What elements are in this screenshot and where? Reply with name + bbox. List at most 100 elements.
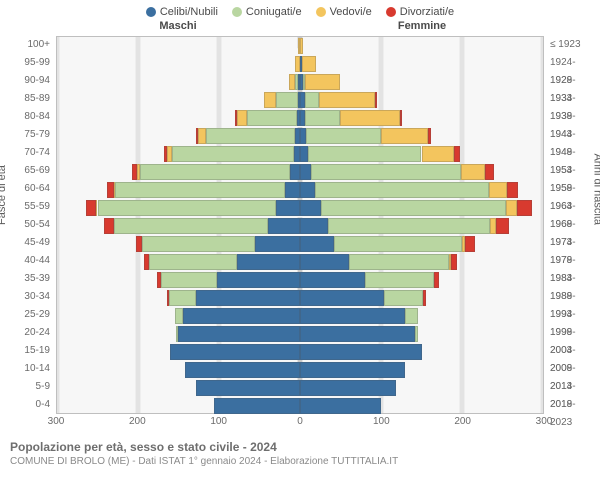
legend-item: Celibi/Nubili [146,6,218,18]
bar-segment [496,218,509,234]
bar-segment [217,272,300,288]
bar-segment [321,200,506,216]
pyramid-row [57,289,543,307]
bar-segment [164,146,167,162]
legend: Celibi/NubiliConiugati/eVedovi/eDivorzia… [0,0,600,20]
bar-segment [198,128,206,144]
bar-segment [177,326,179,342]
bar-segment [365,272,435,288]
female-half [300,73,543,91]
male-half [57,55,300,73]
bar-segment [142,236,255,252]
bar-segment [454,146,460,162]
bar-segment [290,164,300,180]
female-half [300,37,543,55]
male-half [57,235,300,253]
male-half [57,343,300,361]
pyramid-row [57,91,543,109]
year-label: 1989-1993 [546,288,600,306]
legend-label: Celibi/Nubili [160,6,218,18]
age-label: 20-24 [0,324,54,342]
bar-segment [300,236,334,252]
year-label: 1999-2003 [546,324,600,342]
age-label: 10-14 [0,360,54,378]
age-label: 95-99 [0,54,54,72]
male-half [57,37,300,55]
bar-segment [315,182,489,198]
bar-segment [206,128,295,144]
bar-segment [196,290,300,306]
bar-segment [349,254,449,270]
year-label: 2009-2013 [546,360,600,378]
y-axis-left-title: Fasce di età [0,165,8,225]
x-tick: 200 [129,416,146,427]
bar-segment [381,128,428,144]
female-half [300,199,543,217]
bar-segment [167,290,169,306]
female-half [300,181,543,199]
year-label: 2019-2023 [546,396,600,414]
bar-segment [489,182,507,198]
bar-segment [300,362,405,378]
x-tick: 200 [454,416,471,427]
bar-segment [115,182,285,198]
pyramid-row [57,235,543,253]
bar-segment [268,218,300,234]
column-headers: Maschi Femmine [0,20,600,36]
age-label: 25-29 [0,306,54,324]
bar-segment [300,290,384,306]
bar-segment [340,110,400,126]
bar-segment [451,254,457,270]
age-label: 55-59 [0,198,54,216]
bar-segment [400,110,402,126]
year-label: 1974-1978 [546,234,600,252]
bar-segment [300,344,422,360]
bar-segment [490,218,496,234]
pyramid-row [57,55,543,73]
bar-segment [140,164,290,180]
pyramid-row [57,163,543,181]
legend-swatch [232,7,242,17]
age-label: 45-49 [0,234,54,252]
bar-segment [179,326,301,342]
female-half [300,91,543,109]
male-half [57,325,300,343]
chart-area: 100+95-9990-9485-8980-8475-7970-7465-696… [0,36,600,414]
female-half [300,217,543,235]
bar-segment [132,164,137,180]
legend-label: Vedovi/e [330,6,372,18]
male-half [57,181,300,199]
year-label: 1924-1928 [546,54,600,72]
bar-segment [461,164,485,180]
bar-segment [161,272,218,288]
female-half [300,127,543,145]
bar-segment [295,74,298,90]
female-half [300,289,543,307]
bar-segment [183,308,300,324]
age-label: 65-69 [0,162,54,180]
bar-segment [237,110,247,126]
bar-segment [289,74,295,90]
pyramid-row [57,397,543,415]
male-half [57,253,300,271]
pyramid-row [57,343,543,361]
male-half [57,199,300,217]
x-tick: 0 [297,416,303,427]
bar-segment [300,146,308,162]
bar-segment [175,308,183,324]
bar-segment [235,110,237,126]
bar-segment [300,218,328,234]
female-half [300,325,543,343]
footer-title: Popolazione per età, sesso e stato civil… [10,440,590,454]
bar-segment [300,38,303,54]
female-half [300,55,543,73]
male-half [57,145,300,163]
female-half [300,361,543,379]
age-label: 80-84 [0,108,54,126]
legend-swatch [386,7,396,17]
header-female: Femmine [300,20,544,32]
age-label: 85-89 [0,90,54,108]
y-axis-right-title: Anni di nascita [592,153,600,225]
pyramid-row [57,181,543,199]
male-half [57,127,300,145]
